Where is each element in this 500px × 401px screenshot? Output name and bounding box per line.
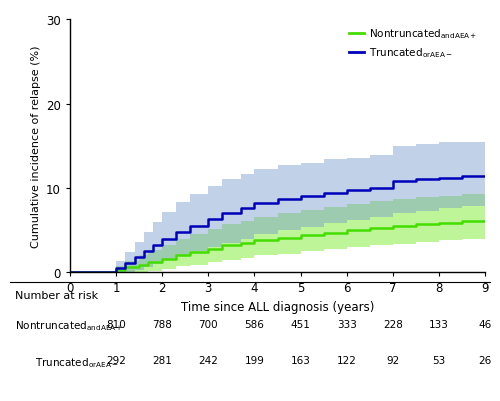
Text: 810: 810 (106, 319, 126, 329)
Text: 133: 133 (429, 319, 449, 329)
Text: 199: 199 (244, 355, 264, 365)
Text: 788: 788 (152, 319, 172, 329)
Text: 26: 26 (478, 355, 492, 365)
Text: 281: 281 (152, 355, 172, 365)
X-axis label: Time since ALL diagnosis (years): Time since ALL diagnosis (years) (181, 300, 374, 313)
Y-axis label: Cumulative incidence of relapse (%): Cumulative incidence of relapse (%) (30, 45, 40, 247)
Text: Truncated$_{\mathsf{orAEA-}}$: Truncated$_{\mathsf{orAEA-}}$ (35, 355, 118, 369)
Text: 163: 163 (290, 355, 310, 365)
Text: 46: 46 (478, 319, 492, 329)
Legend: Nontruncated$_{\mathsf{andAEA+}}$, Truncated$_{\mathsf{orAEA-}}$: Nontruncated$_{\mathsf{andAEA+}}$, Trunc… (346, 25, 480, 62)
Text: Number at risk: Number at risk (15, 291, 98, 301)
Text: 333: 333 (336, 319, 356, 329)
Text: Nontruncated$_{\mathsf{andAEA+}}$: Nontruncated$_{\mathsf{andAEA+}}$ (15, 319, 124, 332)
Text: 586: 586 (244, 319, 264, 329)
Text: 700: 700 (198, 319, 218, 329)
Text: 242: 242 (198, 355, 218, 365)
Text: 228: 228 (383, 319, 402, 329)
Text: 451: 451 (290, 319, 310, 329)
Text: 53: 53 (432, 355, 446, 365)
Text: 122: 122 (336, 355, 356, 365)
Text: 292: 292 (106, 355, 126, 365)
Text: 92: 92 (386, 355, 400, 365)
